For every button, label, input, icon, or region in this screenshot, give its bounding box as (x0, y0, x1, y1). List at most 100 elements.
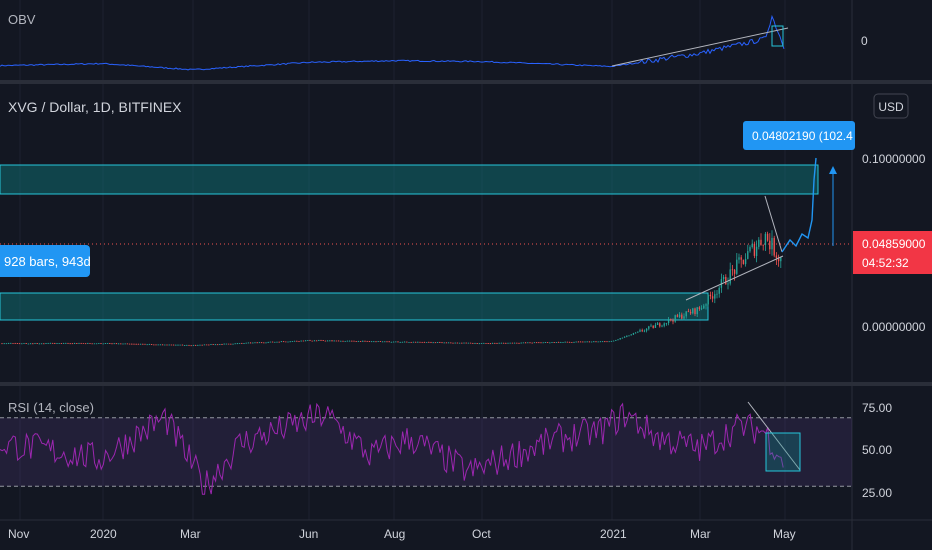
rsi-tick-50: 50.00 (862, 443, 892, 457)
time-axis[interactable]: Nov 2020 Mar Jun Aug Oct 2021 Mar May (8, 527, 796, 541)
candle-body (227, 343, 230, 345)
candle-body (29, 343, 32, 345)
candle-body (461, 342, 463, 344)
candle-body (100, 343, 102, 344)
obv-highlight-box[interactable] (771, 25, 784, 47)
candle-body (485, 343, 487, 344)
candle-body (38, 343, 41, 345)
candle-body (762, 244, 764, 246)
symbol-title[interactable]: XVG / Dollar, 1D, BITFINEX (8, 99, 182, 115)
price-tick-0.1: 0.10000000 (862, 152, 926, 166)
rsi-highlight-box[interactable] (765, 432, 801, 472)
candle-body (23, 343, 25, 344)
candle-body (742, 259, 745, 265)
candle-body (203, 344, 206, 346)
time-label-jun: Jun (299, 527, 318, 541)
support-zone[interactable] (0, 292, 709, 321)
time-label-mar-2020: Mar (180, 527, 201, 541)
candle-body (571, 342, 573, 343)
rsi-tick-25: 25.00 (862, 486, 892, 500)
candle-body (51, 343, 54, 344)
candle-body (421, 342, 423, 343)
candle-body (777, 258, 780, 262)
candle-body (289, 341, 291, 343)
candle-body (575, 341, 577, 343)
candle-body (238, 343, 241, 344)
candle-body (175, 344, 177, 346)
candle-body (694, 308, 696, 314)
last-price-badge[interactable]: 0.04859000 04:52:32 (853, 231, 932, 274)
target-label[interactable]: 0.04802190 (102.4 (743, 121, 855, 150)
candle-body (197, 345, 199, 346)
candle-body (531, 342, 533, 344)
candle-body (302, 340, 305, 342)
candle-body (643, 330, 646, 332)
candle-body (648, 326, 650, 329)
candle-body (216, 344, 219, 346)
time-label-may: May (773, 527, 796, 541)
candle-body (502, 342, 505, 344)
candle-body (351, 340, 353, 342)
candle-body (384, 341, 386, 343)
currency-button-frame[interactable] (873, 93, 909, 119)
candle-body (304, 340, 307, 342)
resistance-zone[interactable] (0, 164, 819, 195)
range-label[interactable]: 928 bars, 943d (0, 245, 91, 277)
candle-body (467, 342, 470, 344)
candle-body (621, 337, 624, 339)
candle-body (10, 343, 12, 344)
candle-body (307, 340, 309, 341)
candle-body (241, 343, 243, 344)
candle-body (395, 341, 397, 343)
grid-lines (19, 0, 786, 520)
candle-body (14, 343, 16, 344)
candle-body (758, 239, 760, 247)
candle-body (417, 341, 419, 343)
candle-body (562, 342, 564, 343)
candle-body (188, 345, 190, 346)
candle-body (577, 341, 580, 343)
candle-body (683, 316, 685, 319)
candle-body (414, 341, 417, 343)
candle-body (331, 340, 333, 342)
candle-body (626, 335, 628, 337)
wedge-upper-line[interactable] (764, 195, 783, 253)
candle-body (71, 343, 74, 345)
candle-body (40, 343, 43, 345)
candle-body (148, 344, 151, 345)
candle-body (269, 341, 272, 343)
candle-body (663, 323, 665, 326)
target-label-frame[interactable] (743, 121, 855, 150)
candle-body (456, 342, 459, 344)
rsi-trendline[interactable] (747, 401, 801, 471)
candle-body (293, 340, 296, 342)
candle-body (408, 342, 410, 343)
candle-body (234, 343, 236, 345)
candle-body (201, 344, 203, 346)
candle-body (584, 341, 586, 343)
candle-body (465, 342, 467, 344)
candle-body (711, 296, 714, 299)
candle-body (593, 341, 595, 343)
candle-body (753, 243, 756, 256)
currency-button[interactable]: USD (873, 93, 909, 119)
candle-body (568, 342, 571, 343)
support-trendline[interactable] (685, 255, 784, 301)
candle-body (353, 340, 355, 342)
last-price-badge-bg[interactable] (853, 231, 932, 274)
candle-body (379, 341, 382, 342)
rsi-series (0, 402, 852, 495)
candle-body (731, 269, 734, 271)
candle-body (69, 343, 71, 345)
candle-body (73, 343, 76, 344)
candle-body (714, 294, 716, 299)
candle-body (274, 341, 276, 343)
obv-trendline[interactable] (611, 27, 789, 67)
candle-body (445, 342, 448, 344)
candle-body (67, 343, 69, 344)
range-label-frame[interactable] (0, 245, 90, 277)
candle-body (45, 343, 47, 344)
projection-path[interactable] (781, 157, 817, 253)
candle-body (166, 344, 168, 346)
